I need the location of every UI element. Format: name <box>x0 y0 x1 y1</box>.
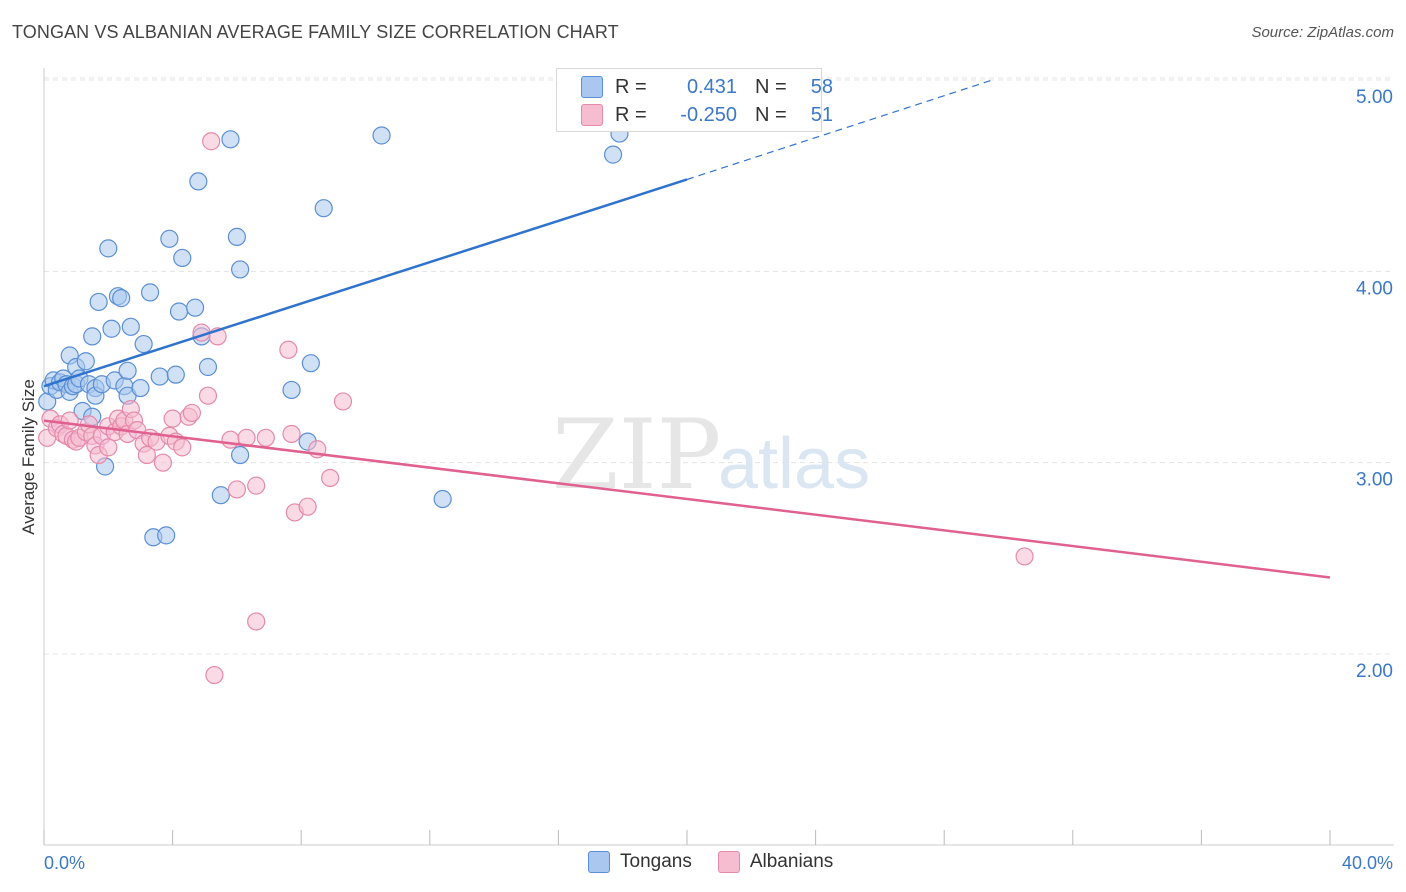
legend-r-label: R = <box>615 103 647 126</box>
tongan-point <box>189 172 208 191</box>
tongan-trend-line <box>43 178 688 388</box>
correlation-legend: R = 0.431 N = 58 R = -0.250 N = 51 <box>556 68 833 132</box>
y-tick-label: 4.00 <box>1356 278 1393 299</box>
albanian-trend-line <box>43 419 1331 579</box>
legend-swatch-albanians <box>581 104 603 126</box>
watermark-zip: ZIP <box>552 399 721 511</box>
tongan-point <box>118 361 137 380</box>
tongan-point <box>231 445 250 465</box>
legend-label-tongans: Tongans <box>620 851 692 872</box>
albanian-point <box>173 438 192 457</box>
albanian-point <box>256 428 275 447</box>
albanian-point <box>60 411 79 430</box>
watermark-atlas: atlas <box>718 424 870 504</box>
x-tick-label-min: 0.0% <box>44 853 85 873</box>
tongan-point <box>160 229 179 248</box>
swatch-tongans <box>588 851 610 873</box>
y-axis-label: Average Family Size <box>19 379 38 535</box>
swatch-albanians <box>717 851 740 873</box>
y-tick-label: 2.00 <box>1356 661 1393 682</box>
albanian-point <box>205 665 224 685</box>
tongan-point <box>166 365 185 384</box>
tongan-point <box>169 302 189 321</box>
legend-label-albanians: Albanians <box>749 851 834 872</box>
tongan-point <box>173 248 192 268</box>
tongan-point <box>211 486 230 505</box>
y-tick-labels: 2.00 3.00 4.00 5.00 <box>1356 87 1393 682</box>
series-legend: Tongans Albanians <box>588 851 859 873</box>
axes <box>43 68 1394 846</box>
tongan-point <box>231 260 250 279</box>
tongan-point <box>157 526 176 545</box>
grid-lines <box>44 77 1394 655</box>
albanian-point <box>163 409 182 428</box>
albanian-point <box>198 386 218 405</box>
tongan-point <box>134 334 153 354</box>
albanian-point <box>298 497 317 516</box>
tongan-point <box>198 357 218 377</box>
legend-r-value: 0.431 <box>686 75 737 98</box>
tongan-point <box>186 298 205 317</box>
trend-lines <box>43 79 1331 579</box>
tongan-point <box>102 319 121 338</box>
albanian-point <box>182 403 201 423</box>
tongan-point <box>112 289 131 308</box>
tongan-point <box>433 489 452 509</box>
legend-n-value: 51 <box>810 103 833 126</box>
tongan-point <box>83 327 102 346</box>
albanian-points <box>38 132 1034 685</box>
source-label: Source: ZipAtlas.com <box>1251 24 1394 41</box>
tongan-point <box>131 378 150 398</box>
tongan-point <box>99 239 118 258</box>
tongan-point <box>140 283 160 302</box>
x-tick-label-max: 40.0% <box>1342 853 1393 873</box>
legend-item-tongans[interactable]: Tongans <box>588 851 692 873</box>
tongan-point <box>603 145 623 164</box>
legend-r-label: R = <box>615 75 647 98</box>
legend-n-label: N = <box>755 75 787 98</box>
legend-item-albanians[interactable]: Albanians <box>717 851 834 873</box>
y-tick-label: 5.00 <box>1356 87 1393 108</box>
legend-n-label: N = <box>755 103 787 126</box>
tongan-point <box>301 354 320 373</box>
albanian-point <box>333 392 353 411</box>
legend-r-value: -0.250 <box>680 103 737 126</box>
albanian-point <box>282 424 301 444</box>
tongan-point <box>372 126 391 145</box>
albanian-point <box>247 476 266 495</box>
albanian-point <box>247 612 266 631</box>
legend-row-albanians: R = -0.250 N = 51 <box>581 101 833 129</box>
chart-title: TONGAN VS ALBANIAN AVERAGE FAMILY SIZE C… <box>12 22 619 42</box>
legend-swatch-tongans <box>581 76 603 98</box>
tongan-points <box>38 124 629 547</box>
legend-row-tongans: R = 0.431 N = 58 <box>581 73 833 101</box>
albanian-point <box>221 430 240 449</box>
tongan-point <box>227 227 246 246</box>
tongan-point <box>282 380 301 400</box>
albanian-point <box>153 453 173 472</box>
tongan-point <box>76 352 95 371</box>
albanian-point <box>99 438 118 457</box>
albanian-point <box>279 340 298 359</box>
albanian-point <box>227 480 246 499</box>
albanian-point <box>202 132 221 151</box>
albanian-point <box>1015 547 1034 566</box>
albanian-point <box>137 445 156 465</box>
tongan-point <box>121 317 140 336</box>
tongan-point <box>150 367 169 386</box>
tongan-point <box>89 292 108 312</box>
albanian-point <box>321 468 340 488</box>
tongan-trend-extension <box>686 79 993 181</box>
legend-n-value: 58 <box>810 75 833 98</box>
tongan-point <box>221 130 240 149</box>
y-tick-label: 3.00 <box>1356 470 1393 491</box>
tongan-point <box>314 199 333 218</box>
